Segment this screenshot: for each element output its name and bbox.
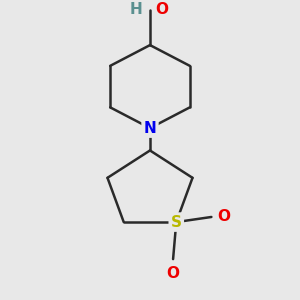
Text: S: S [171, 214, 182, 230]
Text: O: O [218, 209, 231, 224]
Text: O: O [167, 266, 180, 281]
Text: O: O [155, 2, 168, 17]
Text: H: H [130, 2, 142, 17]
Text: N: N [144, 121, 156, 136]
